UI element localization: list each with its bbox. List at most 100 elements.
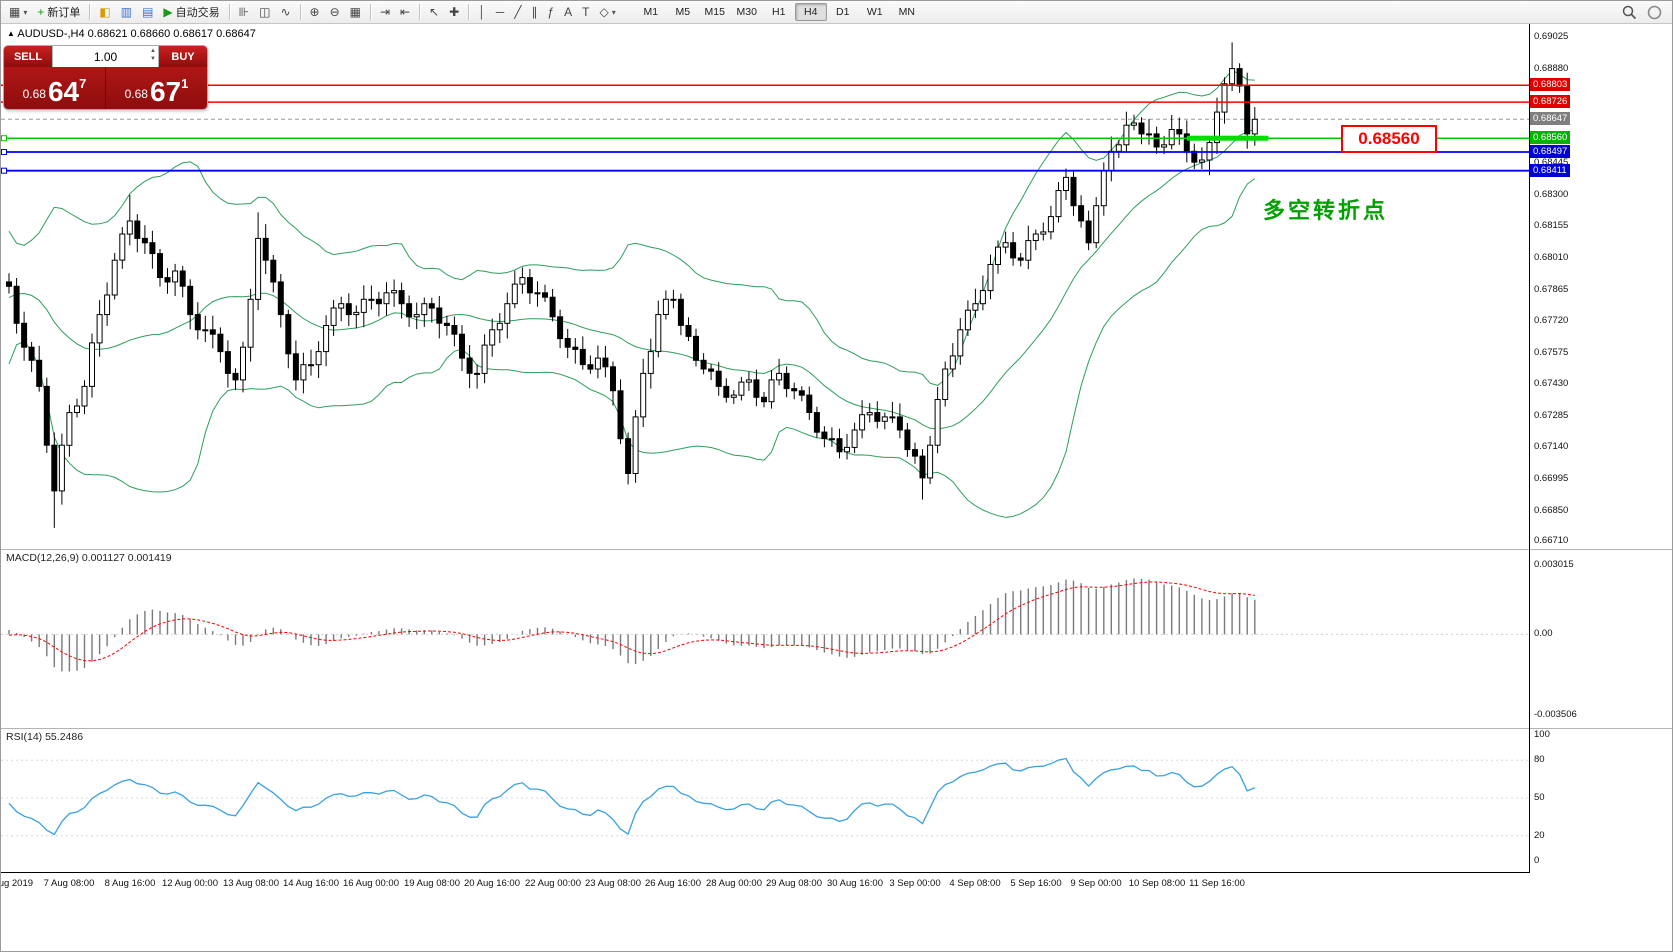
price-axis-tick[interactable]: 0.67430	[1534, 378, 1569, 389]
autotrading-button[interactable]: ▶ 自动交易	[158, 2, 224, 23]
line-anchor[interactable]	[1, 167, 7, 174]
zoom-out-icon[interactable]: ⊖	[325, 2, 345, 23]
time-axis-label[interactable]: 10 Sep 08:00	[1128, 878, 1186, 889]
price-axis-tick[interactable]: 0.67720	[1534, 315, 1569, 326]
volume-value[interactable]: 1.00	[93, 49, 118, 64]
navigator-icon[interactable]: ▥	[116, 2, 137, 23]
rsi-axis-tick[interactable]: 80	[1534, 754, 1545, 765]
timeframe-d1[interactable]: D1	[836, 6, 850, 18]
rsi-axis-tick[interactable]: 20	[1534, 830, 1545, 841]
time-axis-label[interactable]: 11 Sep 16:00	[1189, 878, 1245, 889]
buy-price[interactable]: 0.68 67 1	[106, 67, 207, 109]
price-axis-tick[interactable]: 0.67575	[1534, 347, 1569, 358]
time-axis-label[interactable]: 22 Aug 00:00	[525, 878, 581, 889]
timeframe-m5[interactable]: M5	[675, 6, 691, 18]
candle-body	[1108, 150, 1115, 172]
price-axis-tick[interactable]: 0.66850	[1534, 505, 1569, 516]
time-axis-label[interactable]: 3 Sep 00:00	[889, 878, 941, 889]
macd-pane[interactable]	[1, 550, 1529, 727]
price-axis-tick[interactable]: 0.67140	[1534, 441, 1569, 452]
rsi-axis-tick[interactable]: 0	[1534, 855, 1540, 866]
price-axis-tick[interactable]: 0.68155	[1534, 220, 1569, 231]
timeframe-m1[interactable]: M1	[643, 6, 659, 18]
sell-button[interactable]: SELL	[4, 46, 52, 67]
line-chart-icon[interactable]: ∿	[275, 2, 295, 23]
text-icon[interactable]: A	[559, 2, 577, 23]
time-axis-label[interactable]: 20 Aug 16:00	[464, 878, 520, 889]
time-axis-label[interactable]: 12 Aug 00:00	[162, 878, 218, 889]
timeframe-w1[interactable]: W1	[866, 6, 883, 18]
search-icon[interactable]	[1622, 5, 1637, 23]
new-chart-button[interactable]: ▦ ▾	[4, 2, 32, 23]
time-axis-label[interactable]: 6 Aug 2019	[1, 878, 34, 889]
trendline-icon[interactable]: ╱	[509, 2, 526, 23]
volume-stepper[interactable]: 1.00 ▲ ▼	[52, 46, 159, 67]
terminal-icon[interactable]: ▤	[137, 2, 158, 23]
auto-scroll-icon[interactable]: ⇥	[375, 2, 395, 23]
rsi-pane[interactable]	[1, 729, 1529, 872]
timeframe-h4[interactable]: H4	[794, 3, 827, 21]
price-axis-tick[interactable]: 0.66995	[1534, 473, 1569, 484]
label-icon[interactable]: T	[577, 2, 594, 23]
market-watch-icon[interactable]: ◧	[94, 2, 115, 23]
time-axis-label[interactable]: 14 Aug 16:00	[283, 878, 339, 889]
macd-axis-tick[interactable]: 0.003015	[1534, 559, 1574, 570]
time-axis-label[interactable]: 19 Aug 08:00	[404, 878, 460, 889]
horizontal-line-icon[interactable]: ─	[491, 2, 510, 23]
time-axis-label[interactable]: 4 Sep 08:00	[949, 878, 1001, 889]
buy-button[interactable]: BUY	[159, 46, 207, 67]
macd-axis-tick[interactable]: 0.00	[1534, 628, 1553, 639]
chart-shift-icon[interactable]: ⇤	[395, 2, 415, 23]
time-axis-label[interactable]: 7 Aug 08:00	[43, 878, 95, 889]
community-icon[interactable]	[1647, 5, 1662, 23]
timeframe-m30[interactable]: M30	[736, 6, 757, 18]
cursor-icon[interactable]: ↖	[424, 2, 444, 23]
price-axis-tick[interactable]: 0.68880	[1534, 63, 1569, 74]
time-axis-label[interactable]: 8 Aug 16:00	[104, 878, 156, 889]
price-axis-tick[interactable]: 0.67285	[1534, 410, 1569, 421]
time-axis-label[interactable]: 13 Aug 08:00	[223, 878, 279, 889]
time-axis-label[interactable]: 9 Sep 00:00	[1070, 878, 1122, 889]
time-axis-label[interactable]: 23 Aug 08:00	[585, 878, 641, 889]
candlestick-chart-icon[interactable]: ◫	[254, 2, 275, 23]
line-anchor[interactable]	[1, 135, 7, 142]
vertical-line-icon[interactable]: │	[473, 2, 491, 23]
price-axis-tick[interactable]: 0.68300	[1534, 189, 1569, 200]
rsi-axis-tick[interactable]: 50	[1534, 792, 1545, 803]
time-axis-label[interactable]: 26 Aug 16:00	[645, 878, 701, 889]
shapes-icon[interactable]: ◇ ▾	[595, 2, 621, 23]
timeframe-h1[interactable]: H1	[772, 6, 786, 18]
highlight-segment[interactable]	[1186, 135, 1269, 141]
pane-separator[interactable]	[1, 727, 1672, 729]
price-axis-tick[interactable]: 0.68010	[1534, 252, 1569, 263]
macd-axis-tick[interactable]: -0.003506	[1534, 709, 1577, 720]
main-chart-pane[interactable]	[1, 24, 1529, 548]
price-axis-tick[interactable]: 0.67865	[1534, 284, 1569, 295]
time-axis-label[interactable]: 30 Aug 16:00	[827, 878, 883, 889]
symbol-expand-icon[interactable]: ▲	[7, 29, 15, 38]
rsi-axis-tick[interactable]: 100	[1534, 729, 1550, 740]
time-axis-label[interactable]: 16 Aug 00:00	[343, 878, 399, 889]
turning-point-annotation[interactable]: 多空转折点	[1263, 198, 1389, 223]
line-anchor[interactable]	[1, 149, 7, 155]
time-axis-label[interactable]: 28 Aug 00:00	[706, 878, 762, 889]
channel-icon[interactable]: ∥	[526, 2, 542, 23]
time-axis-label[interactable]: 29 Aug 08:00	[766, 878, 822, 889]
crosshair-icon[interactable]: ✚	[444, 2, 464, 23]
volume-spinner-icon[interactable]: ▲ ▼	[150, 48, 156, 62]
price-axis-tick[interactable]: 0.68445	[1534, 157, 1569, 168]
tile-windows-icon[interactable]: ▦	[345, 2, 366, 23]
time-axis-label[interactable]: 5 Sep 16:00	[1010, 878, 1062, 889]
timeframe-m15[interactable]: M15	[704, 6, 725, 18]
bar-chart-icon[interactable]: ⊪	[234, 2, 254, 23]
sell-price[interactable]: 0.68 64 7	[4, 67, 105, 109]
zoom-in-icon[interactable]: ⊕	[305, 2, 325, 23]
timeframe-mn[interactable]: MN	[898, 6, 915, 18]
pane-separator[interactable]	[1, 548, 1672, 550]
price-axis-tick[interactable]: 0.66710	[1534, 535, 1569, 546]
new-order-button[interactable]: + 新订单	[32, 2, 85, 23]
price-level-box[interactable]: 0.68560	[1341, 125, 1437, 153]
fibonacci-icon[interactable]: ƒ	[542, 2, 559, 23]
candle-body	[1010, 242, 1017, 259]
price-axis-tick[interactable]: 0.69025	[1534, 31, 1569, 42]
